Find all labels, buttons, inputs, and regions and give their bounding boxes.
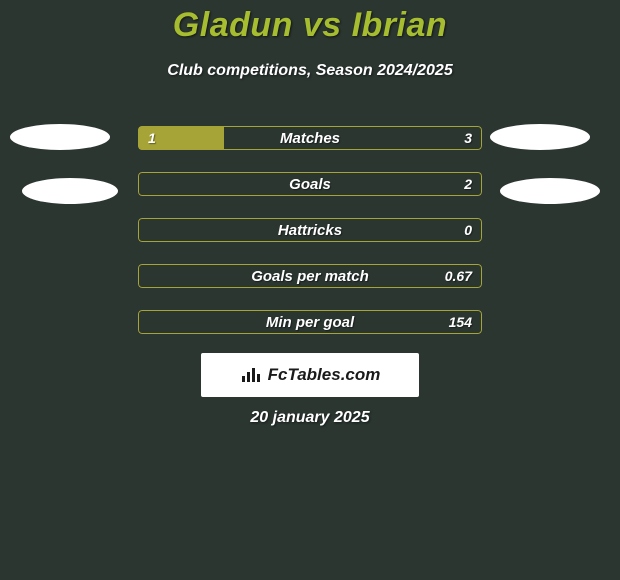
- stat-bar-right-value: 3: [464, 126, 472, 150]
- stat-bar-label: Min per goal: [138, 310, 482, 334]
- date-label: 20 january 2025: [0, 409, 620, 427]
- stat-bar-right-value: 154: [449, 310, 472, 334]
- stat-bar-right-value: 2: [464, 172, 472, 196]
- player-oval-left-1: [10, 124, 110, 150]
- fctables-link[interactable]: FcTables.com: [201, 353, 419, 397]
- player-oval-left-2: [22, 178, 118, 204]
- stat-bar-label: Goals per match: [138, 264, 482, 288]
- stat-bar-label: Hattricks: [138, 218, 482, 242]
- player-oval-right-2: [500, 178, 600, 204]
- page-title: Gladun vs Ibrian: [0, 6, 620, 45]
- stat-bar-label: Goals: [138, 172, 482, 196]
- comparison-bars: Matches1 3 Goals2 Hattricks0 Goals per match…: [138, 126, 482, 356]
- stat-bar: Goals2: [138, 172, 482, 196]
- player-oval-right-1: [490, 124, 590, 150]
- infographic-canvas: Gladun vs Ibrian Club competitions, Seas…: [0, 0, 620, 580]
- stat-bar: Matches1 3: [138, 126, 482, 150]
- stat-bar: Hattricks0: [138, 218, 482, 242]
- stat-bar-label: Matches: [138, 126, 482, 150]
- page-subtitle: Club competitions, Season 2024/2025: [0, 62, 620, 80]
- stat-bar: Goals per match0.67: [138, 264, 482, 288]
- stat-bar-left-value: 1: [148, 126, 156, 150]
- stat-bar-right-value: 0.67: [445, 264, 472, 288]
- stat-bar-right-value: 0: [464, 218, 472, 242]
- bar-chart-icon: [240, 366, 262, 384]
- stat-bar: Min per goal154: [138, 310, 482, 334]
- fctables-label: FcTables.com: [268, 365, 381, 385]
